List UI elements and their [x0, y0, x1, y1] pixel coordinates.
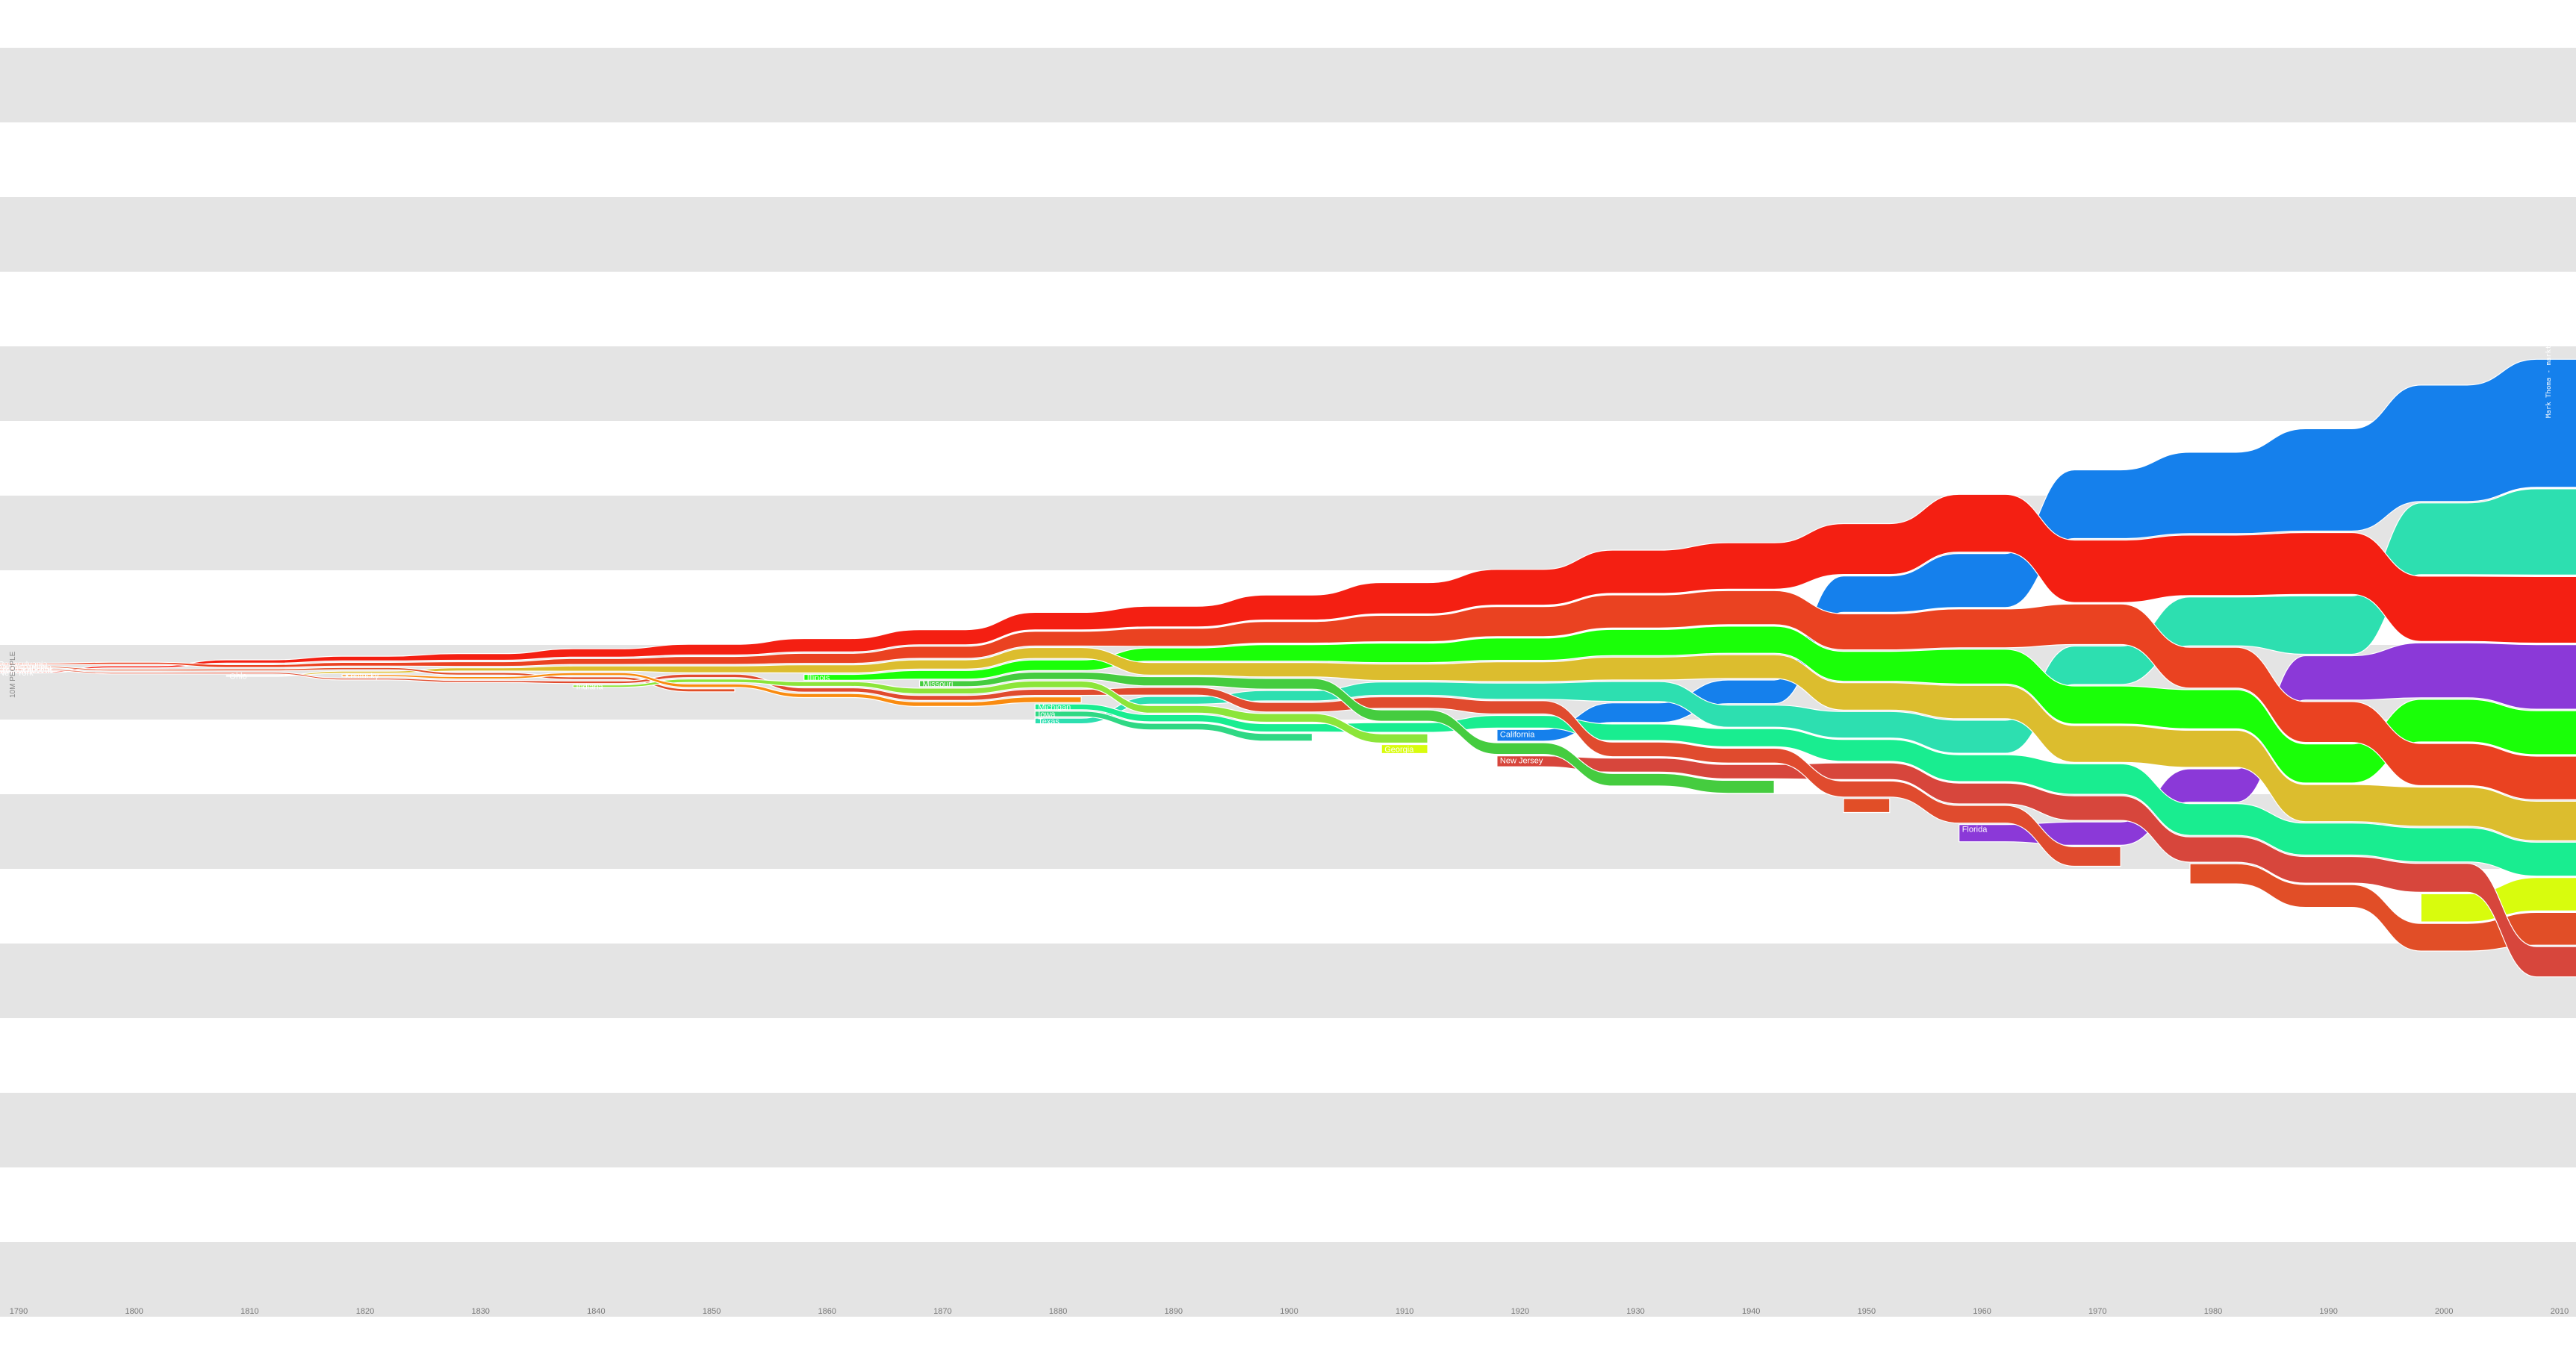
series-ohio [225, 646, 2576, 841]
series-label: Florida [1962, 826, 1988, 835]
series-label: Pennsylvania [0, 660, 48, 669]
background-band [0, 48, 2576, 122]
series-label: Missouri [923, 680, 953, 689]
x-tick-label: 1970 [2088, 1307, 2106, 1316]
series-missouri [918, 671, 1775, 794]
x-tick-label: 2010 [2551, 1307, 2569, 1316]
x-tick-label: 1890 [1165, 1307, 1183, 1316]
x-tick-label: 1830 [471, 1307, 489, 1316]
series-label: New Jersey [1500, 757, 1543, 766]
series-north-carolina [0, 665, 735, 693]
x-tick-label: 1810 [240, 1307, 258, 1316]
x-axis: 1790 1800 1810 1820 1830 1840 1850 1860 1870 1880… [10, 1307, 2569, 1316]
x-tick-label: 1840 [587, 1307, 605, 1316]
series-north-carolina [2189, 863, 2576, 952]
background-band [0, 1242, 2576, 1317]
x-tick-label: 2000 [2435, 1307, 2453, 1316]
series-label: Iowa [1038, 711, 1056, 720]
credit-label: Mark Thoma - markthoma.com - @thoma [2545, 276, 2553, 418]
background-band [0, 197, 2576, 272]
x-tick-label: 1850 [703, 1307, 721, 1316]
series-label: Illinois [807, 673, 830, 682]
x-tick-label: 1990 [2319, 1307, 2337, 1316]
series-labels: California Texas New York Florida Illinois Pe… [0, 660, 1988, 834]
unit-label: 10M PEOPLE [9, 651, 17, 698]
x-tick-label: 1880 [1049, 1307, 1067, 1316]
x-tick-label: 1820 [356, 1307, 374, 1316]
x-tick-label: 1980 [2204, 1307, 2222, 1316]
x-tick-label: 1910 [1396, 1307, 1413, 1316]
series-iowa [1034, 711, 1313, 742]
series-label: Michigan [1038, 703, 1071, 712]
x-tick-label: 1860 [818, 1307, 836, 1316]
series-texas [1034, 488, 2576, 754]
series-georgia [1381, 743, 1428, 755]
x-tick-label: 1940 [1742, 1307, 1760, 1316]
x-tick-label: 1790 [10, 1307, 28, 1316]
x-tick-label: 1930 [1626, 1307, 1644, 1316]
series-label: Ohio [229, 672, 246, 681]
series-label: California [1500, 730, 1535, 739]
x-tick-label: 1920 [1511, 1307, 1529, 1316]
series-label: North Carolina [0, 663, 52, 672]
series-label: Kentucky [345, 672, 379, 681]
series-label: Indiana [576, 682, 604, 691]
series-massachusetts [0, 668, 2121, 867]
series-pennsylvania [0, 590, 2576, 800]
series-indiana [572, 679, 1428, 744]
background-band [0, 944, 2576, 1018]
series-new-york [0, 493, 2576, 674]
series-label: Massachusetts [0, 666, 54, 675]
series-layer [0, 358, 2576, 978]
series-label: New York [0, 669, 34, 678]
series-illinois [803, 626, 2576, 784]
series-kentucky [341, 672, 1082, 707]
series-north-carolina [1843, 798, 1891, 814]
series-label: Texas [1038, 717, 1060, 726]
x-tick-label: 1900 [1280, 1307, 1298, 1316]
series-new-jersey [1496, 755, 2576, 978]
background-band [0, 346, 2576, 421]
x-tick-label: 1870 [933, 1307, 951, 1316]
background-band [0, 1093, 2576, 1167]
x-tick-label: 1950 [1858, 1307, 1876, 1316]
x-tick-label: 1800 [125, 1307, 143, 1316]
series-label: Georgia [1384, 746, 1414, 755]
x-tick-label: 1960 [1973, 1307, 1991, 1316]
